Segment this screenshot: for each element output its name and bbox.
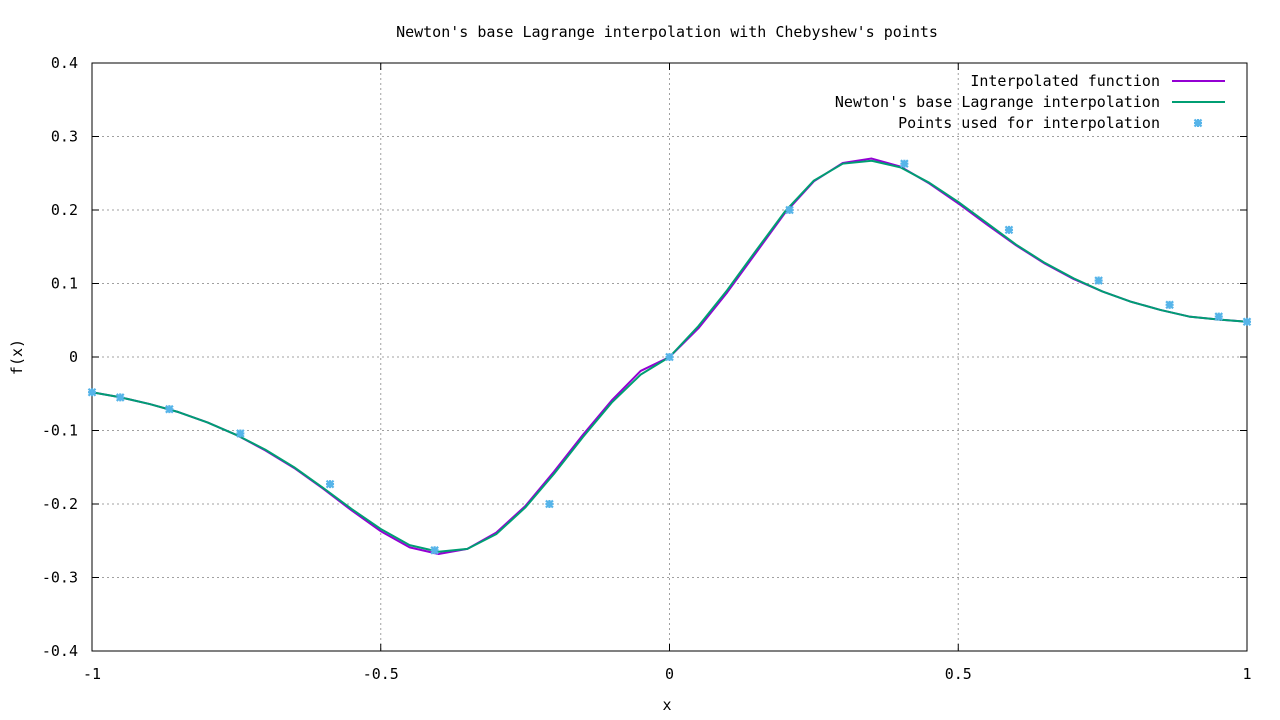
point-marker	[900, 159, 909, 168]
point-marker	[1004, 225, 1014, 235]
data-point	[115, 393, 125, 402]
y-tick-label: 0.3	[51, 128, 78, 146]
data-point	[785, 205, 794, 215]
point-marker	[236, 429, 245, 438]
tick-labels: -1 -0.5 0 0.5 1 -0.4 -0.3 -0.2 -0.1 0 0.1 0.2 0.3 0.4	[42, 54, 1252, 683]
x-tick-label: 1	[1242, 665, 1251, 683]
point-marker	[1242, 317, 1252, 326]
data-point	[1214, 312, 1224, 321]
data-point	[325, 479, 335, 489]
y-tick-label: 0.2	[51, 201, 78, 219]
legend-point-swatch	[1193, 118, 1203, 128]
point-marker	[115, 393, 125, 402]
x-tick-label: 0.5	[945, 665, 972, 683]
x-axis-label: x	[662, 696, 671, 714]
y-tick-label: 0.1	[51, 275, 78, 293]
y-tick-label: -0.1	[42, 422, 78, 440]
data-point	[430, 546, 439, 555]
legend-label: Points used for interpolation	[898, 114, 1160, 132]
data-point	[1242, 317, 1252, 326]
y-tick-label: 0.4	[51, 54, 78, 72]
point-marker	[87, 388, 97, 397]
x-tick-label: -0.5	[363, 665, 399, 683]
legend-label: Interpolated function	[970, 72, 1160, 90]
data-point	[665, 352, 674, 362]
point-marker	[430, 546, 439, 555]
legend: Interpolated function Newton's base Lagra…	[835, 72, 1225, 132]
point-marker	[165, 404, 174, 414]
point-marker	[1094, 276, 1103, 285]
series-layer	[87, 157, 1252, 555]
point-marker	[1165, 300, 1174, 310]
data-point	[545, 499, 554, 509]
legend-label: Newton's base Lagrange interpolation	[835, 93, 1160, 111]
y-tick-label: -0.4	[42, 642, 78, 660]
grid	[92, 63, 1247, 651]
y-tick-label: -0.3	[42, 569, 78, 587]
y-axis-label: f(x)	[8, 339, 26, 375]
x-tick-label: 0	[665, 665, 674, 683]
chart-title: Newton's base Lagrange interpolation wit…	[396, 23, 938, 41]
data-point	[87, 388, 97, 397]
data-point	[900, 159, 909, 168]
y-tick-label: -0.2	[42, 495, 78, 513]
point-marker	[785, 205, 794, 215]
data-point	[165, 404, 174, 414]
data-point	[1165, 300, 1174, 310]
point-marker	[325, 479, 335, 489]
data-point	[236, 429, 245, 438]
y-tick-label: 0	[69, 348, 78, 366]
data-point	[1094, 276, 1103, 285]
point-marker	[545, 499, 554, 509]
point-marker	[665, 352, 674, 362]
point-marker	[1214, 312, 1224, 321]
data-point	[1004, 225, 1014, 235]
x-tick-label: -1	[83, 665, 101, 683]
